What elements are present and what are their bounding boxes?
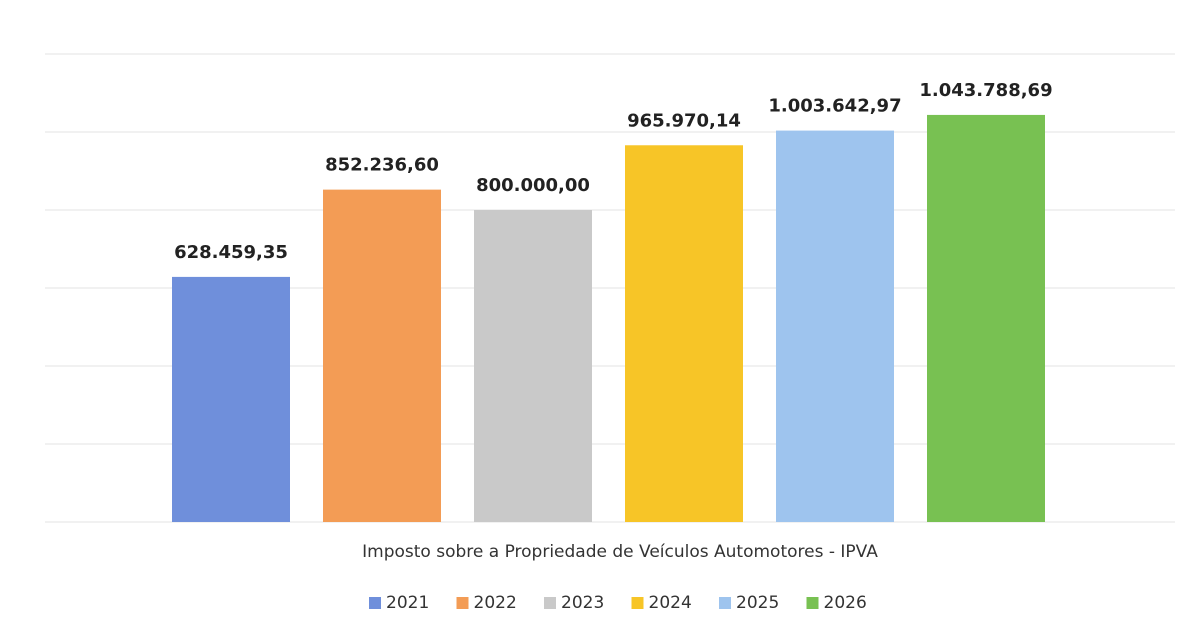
legend-label: 2023	[561, 593, 604, 613]
bar	[776, 130, 894, 523]
data-label: 628.459,35	[174, 242, 288, 263]
legend-label: 2021	[386, 593, 429, 613]
bar	[625, 145, 743, 522]
bar	[474, 210, 592, 522]
legend-label: 2025	[736, 593, 779, 613]
data-label: 800.000,00	[476, 175, 590, 196]
legend-swatch	[631, 597, 644, 609]
legend-swatch	[544, 597, 556, 609]
bar	[323, 189, 441, 522]
legend-swatch	[369, 597, 381, 609]
data-label: 1.043.788,69	[919, 80, 1052, 101]
data-label: 1.003.642,97	[768, 96, 901, 117]
x-axis-label: Imposto sobre a Propriedade de Veículos …	[362, 542, 878, 562]
data-label: 965.970,14	[627, 110, 741, 131]
legend-swatch	[456, 597, 469, 609]
legend-label: 2024	[649, 593, 692, 613]
data-label: 852.236,60	[325, 155, 439, 176]
bar	[172, 276, 290, 522]
legend-swatch	[806, 597, 819, 609]
legend-swatch	[719, 597, 731, 609]
legend-label: 2022	[474, 593, 517, 613]
legend-label: 2026	[824, 593, 867, 613]
bar	[927, 114, 1045, 522]
